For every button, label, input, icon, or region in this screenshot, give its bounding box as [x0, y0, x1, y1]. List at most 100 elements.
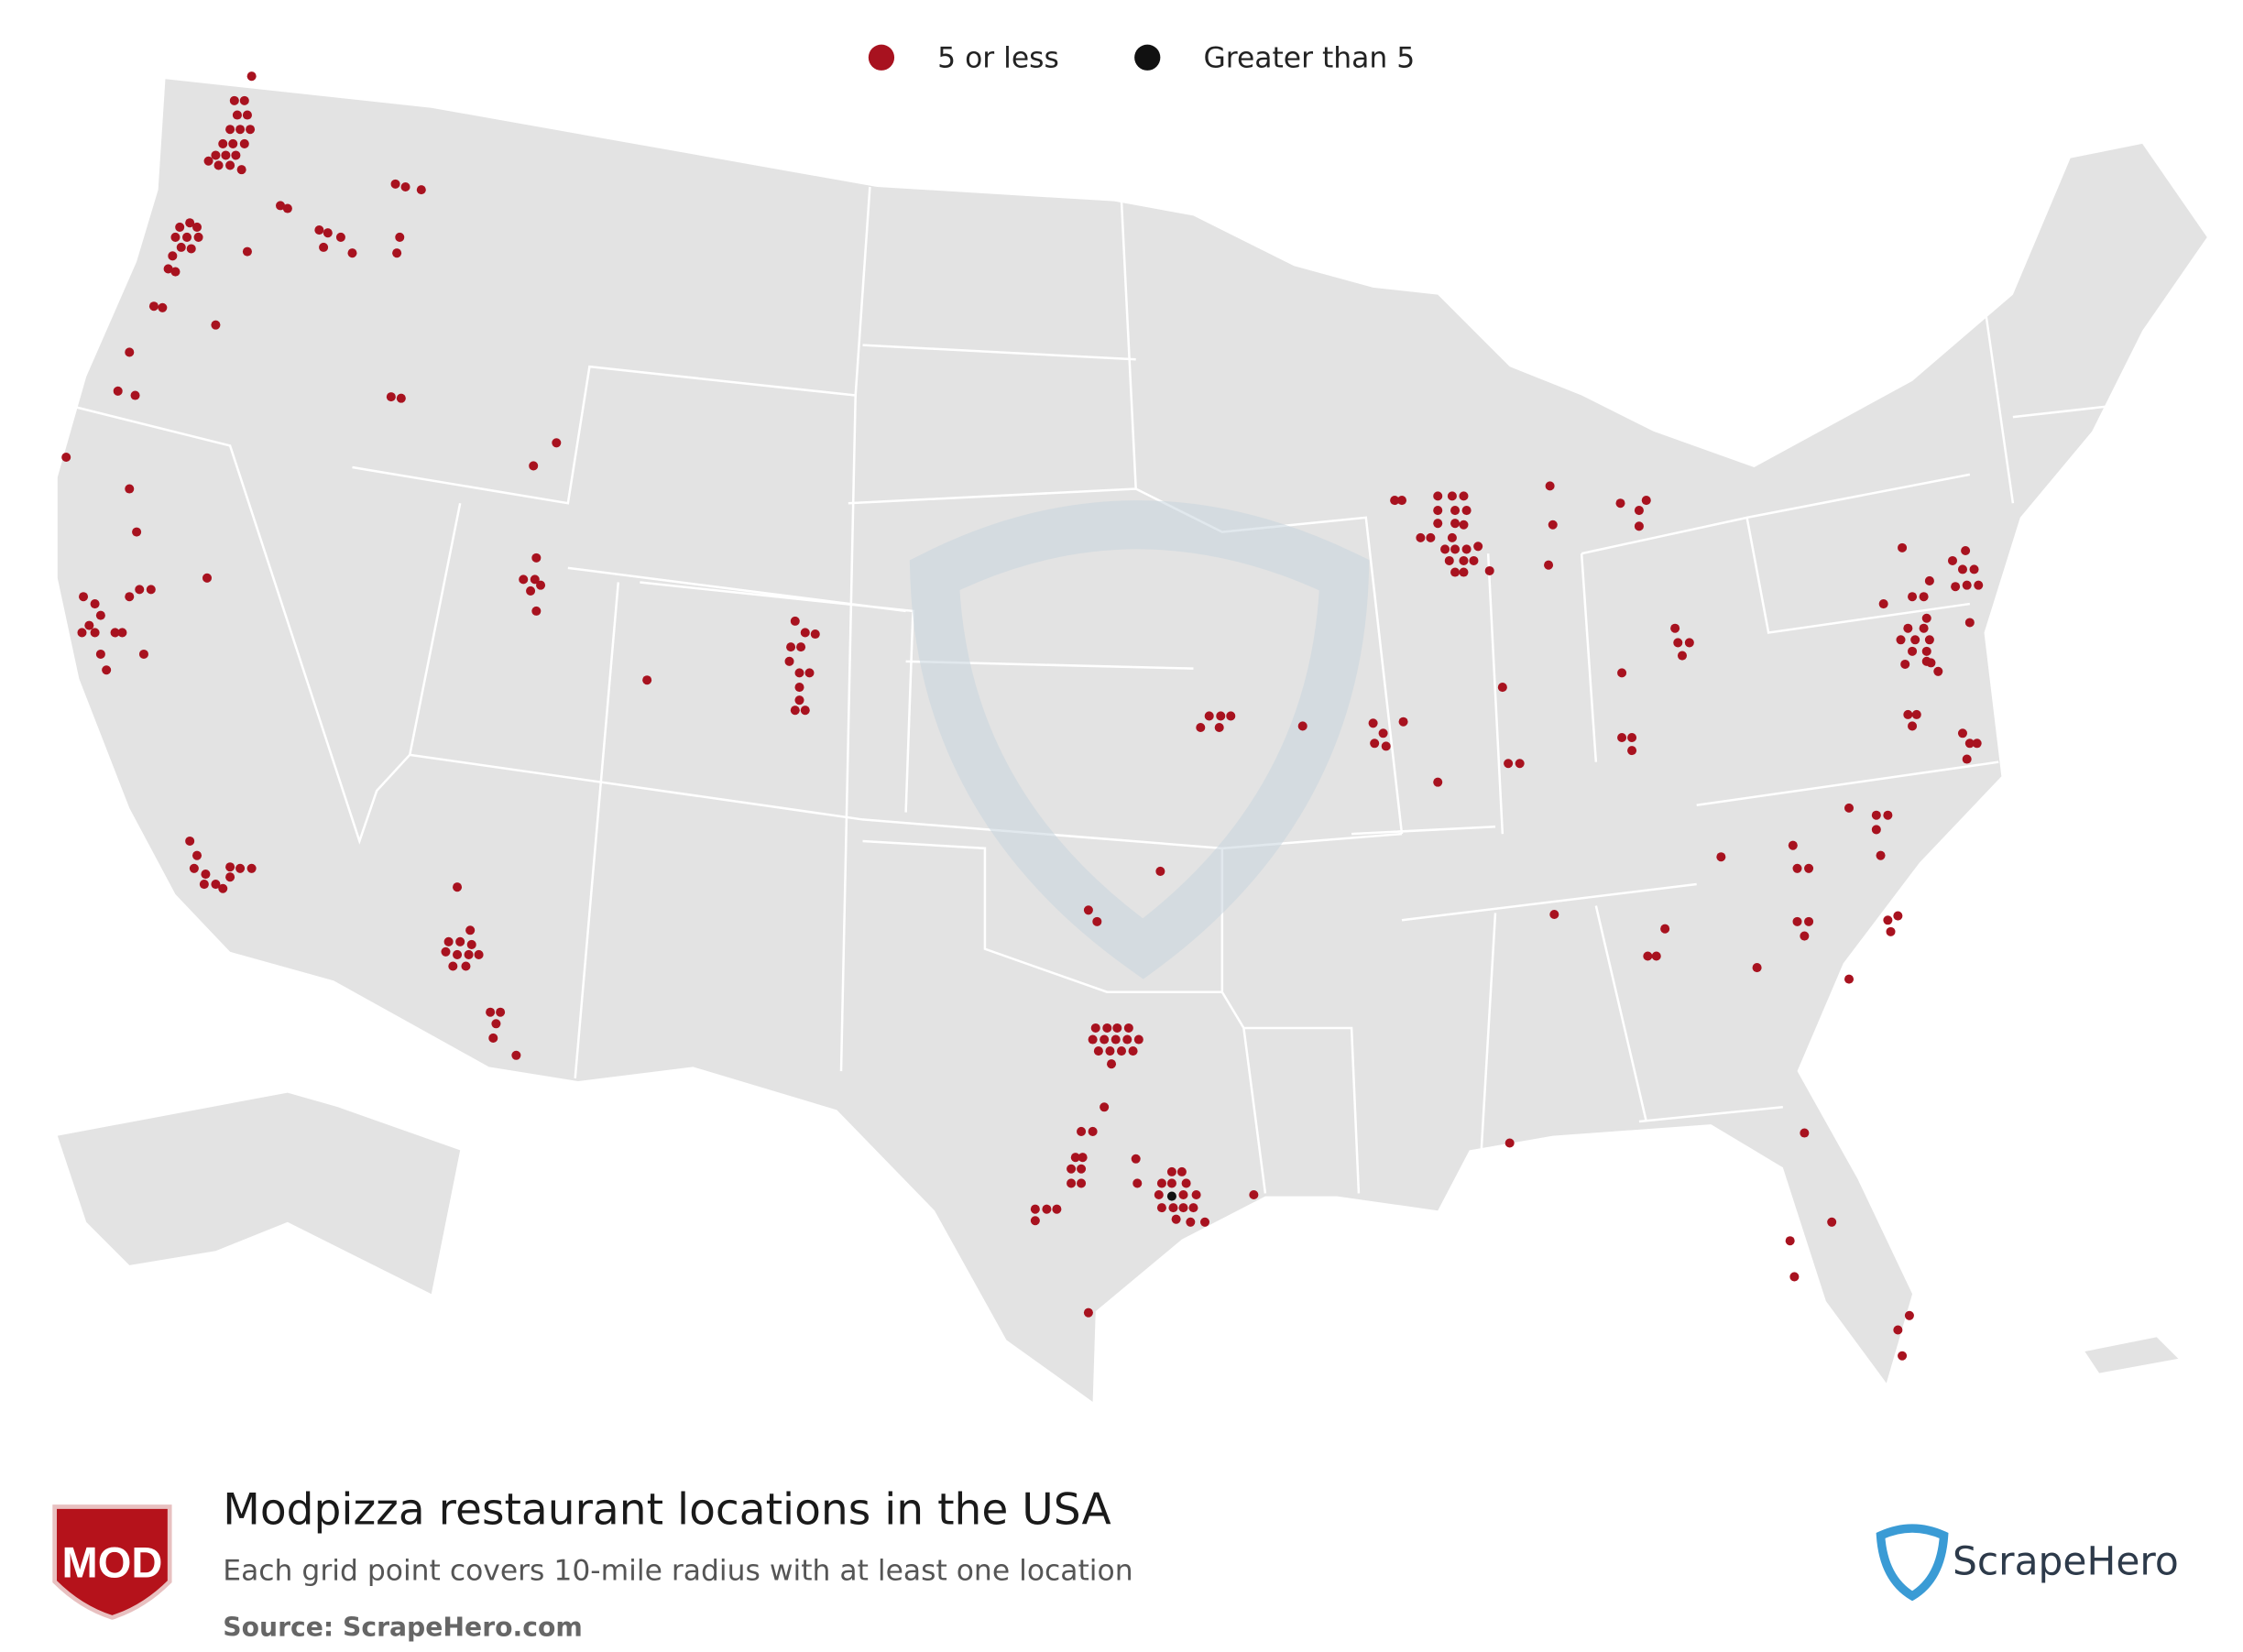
- location-dot: [1876, 850, 1886, 860]
- location-dot: [396, 393, 406, 403]
- location-dot: [90, 599, 100, 609]
- location-dot: [531, 552, 542, 563]
- location-dot: [246, 863, 257, 873]
- location-dot: [1484, 565, 1494, 575]
- location-dot: [796, 642, 806, 652]
- location-dot: [1093, 1046, 1103, 1056]
- location-dot: [466, 939, 476, 949]
- location-dot: [1634, 521, 1644, 531]
- location-dot: [395, 232, 405, 242]
- location-dot: [1030, 1216, 1040, 1226]
- location-dot: [202, 573, 213, 583]
- location-dot: [1088, 1126, 1098, 1136]
- puerto-rico: [2084, 1337, 2179, 1373]
- location-dot: [79, 592, 89, 602]
- location-dot: [211, 150, 221, 160]
- brand-name: ScrapeHero: [1953, 1538, 2179, 1583]
- title: Modpizza restaurant locations in the USA: [223, 1484, 1111, 1535]
- location-dot: [319, 242, 329, 252]
- location-dot: [1677, 651, 1688, 661]
- location-dot: [1898, 1351, 1908, 1361]
- location-dot: [461, 961, 471, 971]
- location-dot: [1469, 555, 1479, 566]
- location-dot: [1800, 931, 1810, 941]
- location-dot: [552, 438, 562, 448]
- location-dot: [1155, 866, 1165, 876]
- logo-text: MOD: [62, 1537, 163, 1586]
- location-dot: [642, 675, 652, 685]
- location-dot: [1844, 974, 1855, 984]
- location-dot: [211, 320, 221, 330]
- location-dot: [231, 150, 241, 160]
- location-dot: [1903, 623, 1913, 633]
- location-dot: [1122, 1034, 1132, 1045]
- location-dot: [1171, 1214, 1181, 1224]
- location-dot: [1459, 520, 1469, 530]
- location-dot: [1042, 1204, 1052, 1214]
- location-dot: [1447, 532, 1457, 542]
- location-dot: [400, 181, 410, 192]
- location-dot: [1168, 1203, 1178, 1213]
- location-dot: [496, 1007, 506, 1017]
- location-dot: [132, 527, 142, 537]
- location-dot: [1077, 1126, 1087, 1136]
- location-dot: [1156, 1178, 1166, 1188]
- location-dot: [221, 150, 231, 160]
- location-dot: [790, 706, 800, 716]
- location-dot: [1196, 722, 1206, 733]
- location-dot: [1871, 825, 1881, 835]
- location-dot: [1947, 555, 1958, 566]
- location-dot: [1166, 1166, 1176, 1176]
- location-dot: [416, 185, 426, 195]
- location-dot: [794, 683, 804, 693]
- location-dot: [170, 232, 181, 242]
- location-dot: [1178, 1189, 1188, 1200]
- location-dot: [1904, 1310, 1914, 1320]
- location-dot: [386, 392, 396, 402]
- location-dot: [1381, 741, 1391, 751]
- location-dot: [1473, 542, 1483, 552]
- location-dot: [232, 110, 242, 120]
- location-dot: [138, 649, 148, 660]
- location-dot: [1390, 496, 1400, 506]
- location-dot: [1077, 1164, 1087, 1174]
- location-dot: [1156, 1203, 1166, 1213]
- location-dot: [529, 461, 539, 471]
- location-dot: [1804, 863, 1814, 873]
- location-dot: [1398, 717, 1408, 727]
- location-dot: [176, 242, 186, 252]
- location-dot: [1433, 506, 1443, 516]
- location-dot: [1459, 491, 1469, 501]
- alaska: [57, 1092, 461, 1295]
- location-dot: [465, 925, 476, 935]
- location-dot: [110, 628, 120, 638]
- location-dot: [225, 160, 235, 170]
- location-dot: [1070, 1153, 1080, 1163]
- location-dot: [1898, 542, 1908, 552]
- location-dot: [1903, 709, 1913, 719]
- location-dot: [1641, 496, 1651, 506]
- location-dot: [1919, 623, 1929, 633]
- location-dot: [1752, 963, 1762, 973]
- location-dot: [1908, 646, 1918, 656]
- location-dot: [1416, 532, 1426, 542]
- watermark: [909, 500, 1370, 979]
- location-dot: [1670, 623, 1680, 633]
- location-dot: [1933, 666, 1943, 676]
- location-dot: [90, 628, 100, 638]
- location-dot: [1461, 506, 1472, 516]
- location-dot: [1176, 1166, 1187, 1176]
- location-dot: [1112, 1023, 1122, 1033]
- location-dot: [148, 301, 159, 312]
- location-dot: [1921, 613, 1931, 623]
- location-dot: [1123, 1023, 1133, 1033]
- location-dot: [1459, 555, 1469, 566]
- location-dot: [810, 629, 820, 640]
- location-dot: [314, 225, 324, 235]
- location-dot: [1911, 709, 1921, 719]
- location-dot: [453, 949, 463, 959]
- location-dot: [1788, 840, 1798, 850]
- location-dot: [536, 580, 546, 590]
- location-dot: [84, 620, 94, 630]
- location-dot: [1370, 738, 1380, 749]
